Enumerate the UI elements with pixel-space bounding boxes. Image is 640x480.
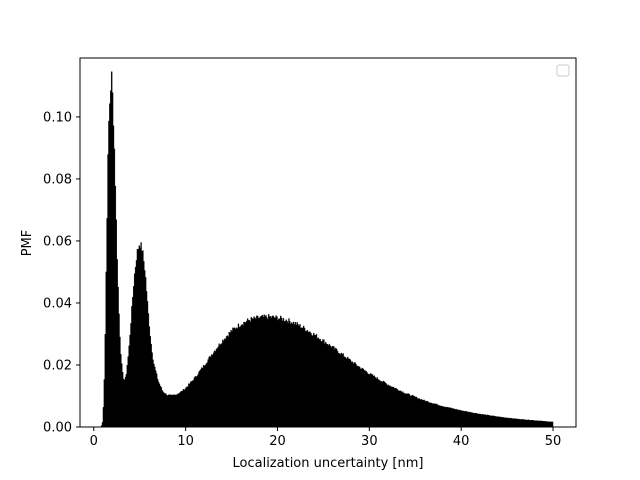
y-tick-label: 0.04 <box>43 296 72 311</box>
x-tick-label: 30 <box>361 434 378 449</box>
y-tick-label: 0.08 <box>43 172 72 187</box>
x-axis-label: Localization uncertainty [nm] <box>233 456 424 471</box>
y-axis-label: PMF <box>20 230 35 257</box>
legend-box <box>556 64 570 77</box>
x-tick-label: 0 <box>90 434 98 449</box>
x-tick-label: 50 <box>545 434 562 449</box>
histogram-series-0 <box>100 71 554 428</box>
x-tick-label: 10 <box>177 434 194 449</box>
axes-frame <box>79 57 577 428</box>
y-tick-label: 0.06 <box>43 234 72 249</box>
x-axis-ticks: 0 10 20 30 40 50 <box>90 427 562 449</box>
histogram-bars <box>100 71 554 428</box>
y-tick-label: 0.10 <box>43 110 72 125</box>
x-tick-label: 40 <box>453 434 470 449</box>
y-axis-ticks: 0.00 0.02 0.04 0.06 0.08 0.10 <box>43 110 80 436</box>
plot-area <box>100 71 554 428</box>
x-tick-label: 20 <box>269 434 286 449</box>
y-tick-label: 0.02 <box>43 358 72 373</box>
y-tick-label: 0.00 <box>43 421 72 436</box>
